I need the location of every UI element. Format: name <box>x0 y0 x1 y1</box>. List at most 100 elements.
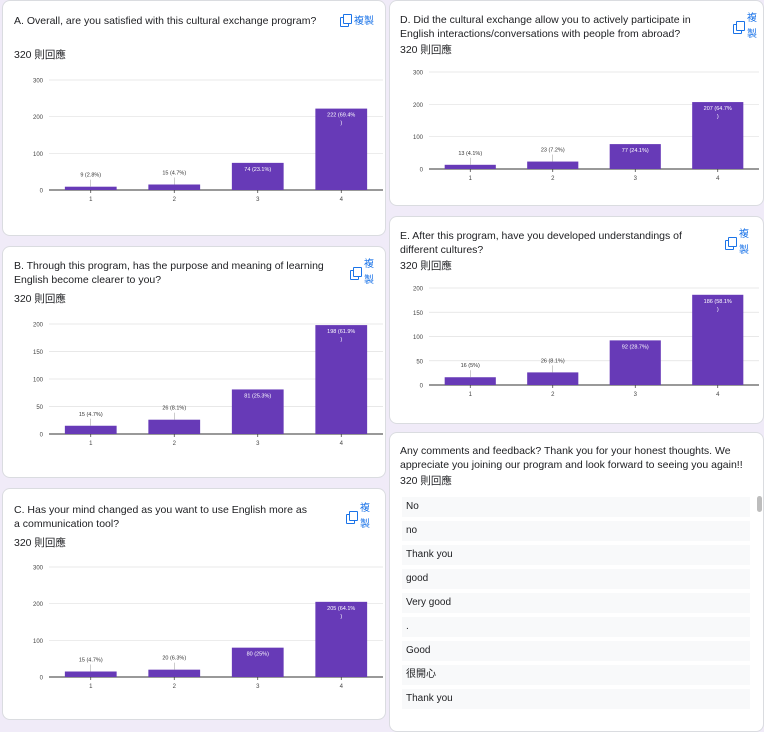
bar-chart: 0 50 100 150 200 1 16 (5%) 2 26 (8.1%) 3 92 (28.7%… <box>413 287 759 398</box>
copy-label: 複製 <box>360 503 370 530</box>
response-count: 320 則回應 <box>400 44 452 56</box>
copy-button[interactable]: 複製 <box>724 227 749 259</box>
copy-icon <box>349 267 362 280</box>
x-tick-label: 4 <box>340 441 344 447</box>
bar-chart: 0 50 100 150 200 1 15 (4.7%) 2 26 (8.1%) 3 81 (25.… <box>33 323 383 447</box>
x-tick-label: 1 <box>89 197 93 203</box>
bar[interactable] <box>231 389 284 434</box>
x-tick-label: 3 <box>634 392 638 398</box>
bar[interactable] <box>64 671 117 678</box>
bar[interactable] <box>64 186 117 190</box>
x-tick-label: 1 <box>469 176 473 182</box>
x-tick-label: 2 <box>173 197 177 203</box>
bar[interactable] <box>527 161 579 169</box>
bar[interactable] <box>148 184 201 191</box>
copy-button[interactable]: 複製 <box>732 11 757 43</box>
x-tick-label: 1 <box>89 684 93 690</box>
bar[interactable] <box>609 144 661 169</box>
x-tick-label: 3 <box>634 176 638 182</box>
response-item: no <box>402 521 750 541</box>
question-title: B. Through this program, has the purpose… <box>14 260 324 286</box>
question-title: A. Overall, are you satisfied with this … <box>14 15 317 27</box>
x-tick-label: 4 <box>716 176 720 182</box>
data-label: 16 (5%) <box>461 363 480 369</box>
copy-icon <box>339 14 352 27</box>
copy-button[interactable]: 複製 <box>349 257 374 289</box>
y-tick-label: 0 <box>40 676 44 682</box>
x-tick-label: 1 <box>89 441 93 447</box>
question-title: C. Has your mind changed as you want to … <box>14 504 307 530</box>
y-tick-label: 100 <box>413 335 424 341</box>
copy-button[interactable]: 複製 <box>339 12 374 27</box>
x-tick-label: 4 <box>716 392 720 398</box>
copy-label: 複製 <box>747 13 757 40</box>
bar[interactable] <box>444 377 496 385</box>
x-tick-label: 4 <box>340 684 344 690</box>
question-card-d: D. Did the cultural exchange allow you t… <box>389 0 764 206</box>
y-tick-label: 200 <box>33 323 44 329</box>
data-label: 81 (25.3%) <box>244 393 271 399</box>
question-card-c: C. Has your mind changed as you want to … <box>2 488 386 720</box>
bar[interactable] <box>692 294 744 385</box>
y-tick-label: 100 <box>33 639 44 645</box>
question-title: D. Did the cultural exchange allow you t… <box>400 14 691 40</box>
response-item: Thank you <box>402 689 750 709</box>
y-tick-label: 50 <box>416 359 423 365</box>
data-label: 13 (4.1%) <box>458 151 482 157</box>
data-label: 80 (25%) <box>247 652 269 658</box>
response-item: 很開心 <box>402 665 750 685</box>
data-label: 207 (64.7%) <box>704 106 732 120</box>
y-tick-label: 300 <box>33 566 44 572</box>
data-label: 26 (8.1%) <box>162 406 186 412</box>
y-tick-label: 300 <box>413 71 424 77</box>
bar[interactable] <box>231 162 284 190</box>
data-label: 198 (61.9%) <box>327 329 355 343</box>
data-label: 9 (2.8%) <box>80 173 101 179</box>
bar[interactable] <box>315 325 368 434</box>
bar[interactable] <box>527 372 579 385</box>
x-tick-label: 2 <box>173 684 177 690</box>
y-tick-label: 150 <box>33 350 44 356</box>
response-count: 320 則回應 <box>14 49 66 61</box>
y-tick-label: 50 <box>36 405 43 411</box>
copy-icon <box>732 21 745 34</box>
bar[interactable] <box>315 108 368 190</box>
response-item: Very good <box>402 593 750 613</box>
y-tick-label: 0 <box>40 189 44 195</box>
bar[interactable] <box>315 601 368 677</box>
bar[interactable] <box>148 419 201 434</box>
response-count: 320 則回應 <box>400 475 452 487</box>
bar[interactable] <box>444 164 496 169</box>
copy-icon <box>345 511 358 524</box>
y-tick-label: 200 <box>33 115 44 121</box>
response-list[interactable]: No no Thank you good Very good. Good 很開心 Thank … <box>402 497 750 713</box>
y-tick-label: 200 <box>33 602 44 608</box>
copy-label: 複製 <box>364 259 374 286</box>
bar-chart: 0 100 200 300 1 9 (2.8%) 2 15 (4.7%) 3 74 (23.1%)… <box>33 79 383 203</box>
bar[interactable] <box>692 102 744 169</box>
x-tick-label: 4 <box>340 197 344 203</box>
bar[interactable] <box>148 669 201 677</box>
bar[interactable] <box>64 425 117 434</box>
x-tick-label: 1 <box>469 392 473 398</box>
data-label: 15 (4.7%) <box>79 412 103 418</box>
bar-chart: 0 100 200 300 1 15 (4.7%) 2 20 (6.3%) 3 80 (25%) 4… <box>33 566 383 690</box>
scrollbar[interactable] <box>757 496 762 512</box>
y-tick-label: 200 <box>413 287 424 293</box>
data-label: 205 (64.1%) <box>327 606 355 620</box>
response-count: 320 則回應 <box>14 537 66 549</box>
question-card-b: B. Through this program, has the purpose… <box>2 246 386 478</box>
y-tick-label: 0 <box>40 433 44 439</box>
x-tick-label: 3 <box>256 684 260 690</box>
bar[interactable] <box>231 647 284 677</box>
data-label: 92 (28.7%) <box>622 344 649 350</box>
question-card-e: E. After this program, have you develope… <box>389 216 764 424</box>
copy-button[interactable]: 複製 <box>345 501 370 533</box>
response-item: . <box>402 617 750 637</box>
x-tick-label: 3 <box>256 441 260 447</box>
data-label: 222 (69.4%) <box>327 113 355 127</box>
bar[interactable] <box>609 340 661 385</box>
data-label: 186 (58.1%) <box>704 299 732 313</box>
response-item: Thank you <box>402 545 750 565</box>
data-label: 23 (7.2%) <box>541 148 565 154</box>
